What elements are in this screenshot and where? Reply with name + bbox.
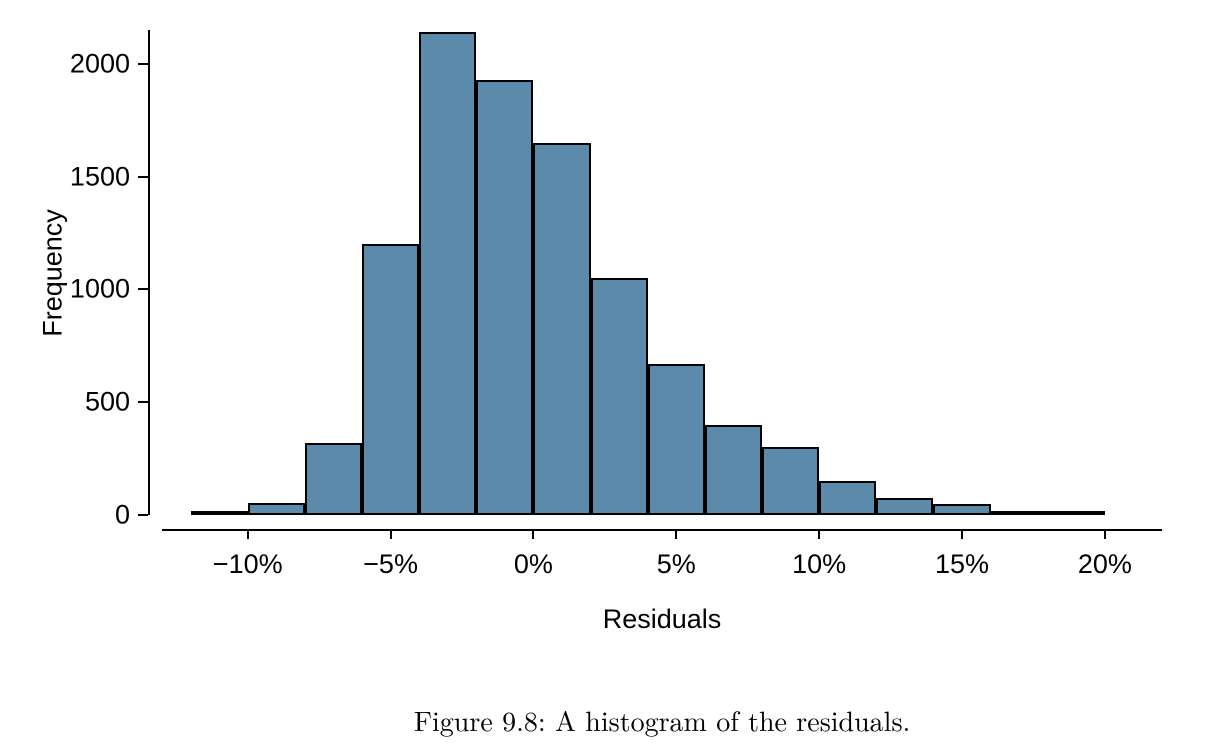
- histogram-bar: [1048, 511, 1105, 515]
- x-tick-mark: [961, 529, 963, 539]
- histogram-bar: [533, 143, 590, 515]
- x-tick-mark: [390, 529, 392, 539]
- y-tick-label: 2000: [70, 48, 130, 79]
- y-tick-mark: [138, 288, 148, 290]
- histogram-bar: [762, 447, 819, 515]
- x-tick-mark: [675, 529, 677, 539]
- figure-container: 0 500 1000 1500 2000 −10% −5% 0% 5% 10% 15% 20% Fr…: [0, 0, 1224, 749]
- histogram-bar: [191, 511, 248, 515]
- x-tick-mark: [818, 529, 820, 539]
- x-axis-title: Residuals: [603, 604, 722, 635]
- figure-caption: Figure 9.8: A histogram of the residuals…: [414, 700, 911, 740]
- x-tick-label: 10%: [792, 549, 846, 580]
- histogram-bar: [362, 244, 419, 515]
- histogram-bar: [305, 443, 362, 515]
- x-tick-label: −10%: [213, 549, 283, 580]
- histogram-bar: [705, 425, 762, 515]
- histogram-plot-area: [162, 30, 1162, 515]
- x-tick-label: 15%: [935, 549, 989, 580]
- x-tick-mark: [1104, 529, 1106, 539]
- histogram-bar: [876, 498, 933, 515]
- histogram-bar: [991, 511, 1048, 516]
- histogram-bar: [648, 364, 705, 515]
- y-tick-mark: [138, 514, 148, 516]
- histogram-bar: [476, 80, 533, 515]
- x-tick-mark: [247, 529, 249, 539]
- y-tick-mark: [138, 176, 148, 178]
- x-tick-mark: [532, 529, 534, 539]
- y-axis-line: [148, 30, 150, 515]
- x-tick-label: 0%: [514, 549, 553, 580]
- histogram-bar: [419, 32, 476, 515]
- histogram-bar: [591, 278, 648, 515]
- x-tick-label: −5%: [363, 549, 418, 580]
- y-tick-label: 1000: [70, 274, 130, 305]
- x-tick-label: 20%: [1078, 549, 1132, 580]
- y-tick-mark: [138, 401, 148, 403]
- histogram-bar: [819, 481, 876, 515]
- y-tick-label: 0: [115, 500, 130, 531]
- x-axis-line: [162, 529, 1162, 531]
- y-axis-title: Frequency: [38, 209, 69, 337]
- histogram-bar: [248, 503, 305, 515]
- x-tick-label: 5%: [657, 549, 696, 580]
- histogram-bar: [933, 504, 990, 515]
- y-tick-label: 500: [85, 387, 130, 418]
- y-tick-mark: [138, 63, 148, 65]
- y-tick-label: 1500: [70, 161, 130, 192]
